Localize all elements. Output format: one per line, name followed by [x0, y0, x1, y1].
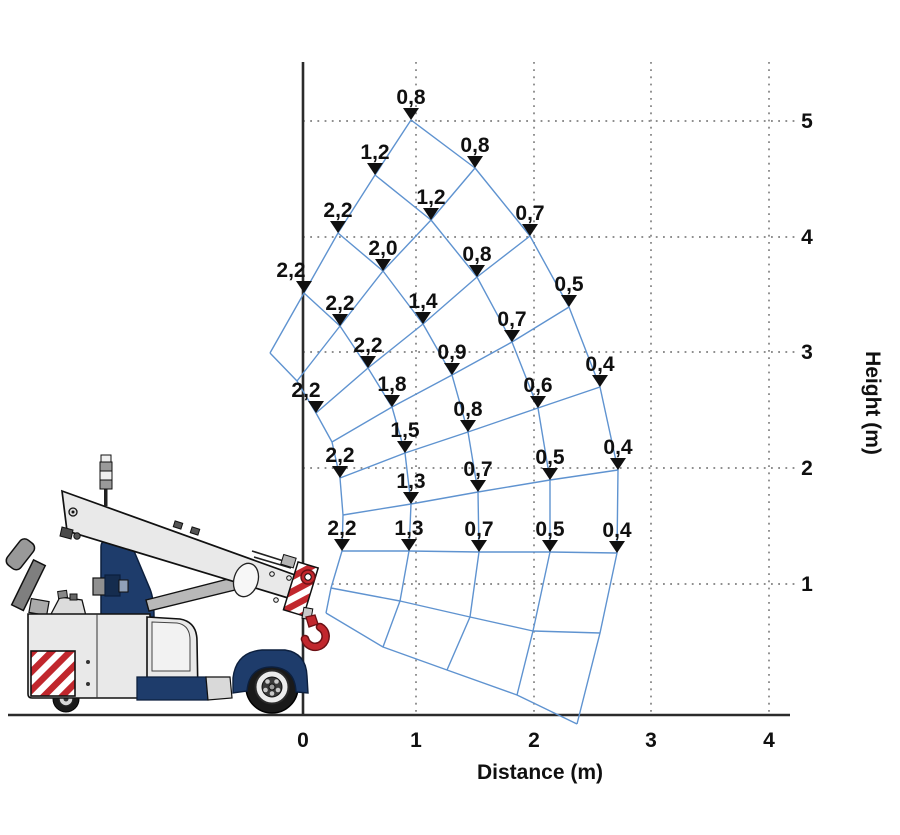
capacity-label: 1,5: [390, 419, 420, 442]
capacity-label: 0,4: [603, 436, 633, 459]
capacity-marker: [470, 480, 486, 492]
capacity-marker: [561, 295, 577, 307]
y-tick-label: 3: [801, 341, 813, 364]
capacity-marker: [296, 281, 312, 293]
y-tick-label: 2: [801, 457, 813, 480]
capacity-marker: [332, 314, 348, 326]
deck-fitting: [57, 589, 69, 600]
crane-vehicle: [5, 454, 330, 714]
capacity-label: 0,7: [464, 518, 493, 541]
capacity-label: 1,2: [360, 141, 389, 164]
capacity-label: 0,5: [535, 446, 565, 469]
capacity-marker: [592, 375, 608, 387]
capacity-marker: [542, 540, 558, 552]
capacity-label: 1,8: [377, 373, 407, 396]
capacity-label: 2,2: [291, 379, 320, 402]
capacity-label: 1,3: [396, 470, 425, 493]
capacity-marker: [384, 395, 400, 407]
capacity-label: 0,8: [462, 243, 492, 266]
capacity-marker: [308, 401, 324, 413]
capacity-marker: [330, 221, 346, 233]
front-fender: [232, 649, 309, 694]
capacity-label: 1,3: [394, 517, 423, 540]
capacity-label: 0,9: [437, 341, 466, 364]
capacity-marker: [469, 265, 485, 277]
capacity-label: 2,0: [368, 237, 397, 260]
capacity-marker: [610, 458, 626, 470]
chassis-skirt: [136, 676, 209, 701]
x-tick-label: 0: [297, 729, 309, 752]
capacity-label: 0,8: [453, 398, 483, 421]
capacity-marker: [522, 224, 538, 236]
y-tick-label: 4: [801, 226, 813, 249]
capacity-marker: [471, 540, 487, 552]
capacity-marker: [530, 396, 546, 408]
capacity-marker: [397, 441, 413, 453]
capacity-label: 2,2: [323, 199, 352, 222]
capacity-marker: [609, 541, 625, 553]
capacity-marker: [415, 312, 431, 324]
capacity-label: 0,5: [535, 518, 565, 541]
lifting-hook-icon: [300, 614, 330, 652]
capacity-label: 0,4: [602, 519, 632, 542]
capacity-label: 1,2: [416, 186, 445, 209]
capacity-label: 0,6: [523, 374, 552, 397]
y-axis-title: Height (m): [861, 351, 884, 455]
x-axis-title: Distance (m): [477, 761, 603, 784]
capacity-label: 2,2: [276, 259, 305, 282]
chassis-step: [205, 676, 233, 701]
capacity-label: 0,7: [515, 202, 544, 225]
capacity-label: 2,2: [325, 444, 354, 467]
capacity-marker: [334, 539, 350, 551]
capacity-label: 1,4: [408, 290, 438, 313]
y-tick-label: 1: [801, 573, 813, 596]
warning-stripes-panel: [30, 650, 76, 697]
rear-control-lever: [5, 538, 50, 617]
capacity-marker: [367, 163, 383, 175]
boom-position-line: [325, 612, 578, 725]
capacity-marker: [467, 156, 483, 168]
capacity-label: 2,2: [353, 334, 382, 357]
capacity-label: 2,2: [325, 292, 354, 315]
x-tick-label: 2: [528, 729, 540, 752]
axis-ticks: 0 1 2 3 4 5 4 3 2 1: [297, 110, 813, 752]
x-tick-label: 3: [645, 729, 657, 752]
capacity-label: 0,4: [585, 353, 615, 376]
capacity-label: 0,7: [463, 458, 492, 481]
capacity-marker: [504, 330, 520, 342]
capacity-label: 0,8: [396, 86, 426, 109]
hook-block: [251, 550, 320, 621]
capacity-label: 0,5: [554, 273, 584, 296]
y-tick-label: 5: [801, 110, 813, 133]
capacity-marker: [542, 468, 558, 480]
deck-fitting-2: [69, 593, 78, 601]
capacity-label: 2,2: [327, 517, 356, 540]
boom-cylinder: [145, 576, 240, 612]
capacity-marker: [401, 539, 417, 551]
rear-deck-bracket: [48, 596, 87, 617]
capacity-label: 0,8: [460, 134, 490, 157]
capacity-marker: [460, 420, 476, 432]
capacity-marker: [444, 363, 460, 375]
capacity-marker: [423, 208, 439, 220]
beacon-light: [99, 454, 113, 506]
x-tick-label: 4: [763, 729, 775, 752]
capacity-marker: [332, 466, 348, 478]
x-tick-label: 1: [410, 729, 422, 752]
capacity-markers: 2,2 2,2 1,2 0,8 2,2 2,0 1,2 0,8 2,2 2,2 1,4 0,8 0,7 1…: [276, 86, 633, 553]
capacity-marker: [375, 259, 391, 271]
capacity-marker: [360, 356, 376, 368]
capacity-marker: [403, 492, 419, 504]
capacity-marker: [403, 108, 419, 120]
capacity-label: 0,7: [497, 308, 526, 331]
